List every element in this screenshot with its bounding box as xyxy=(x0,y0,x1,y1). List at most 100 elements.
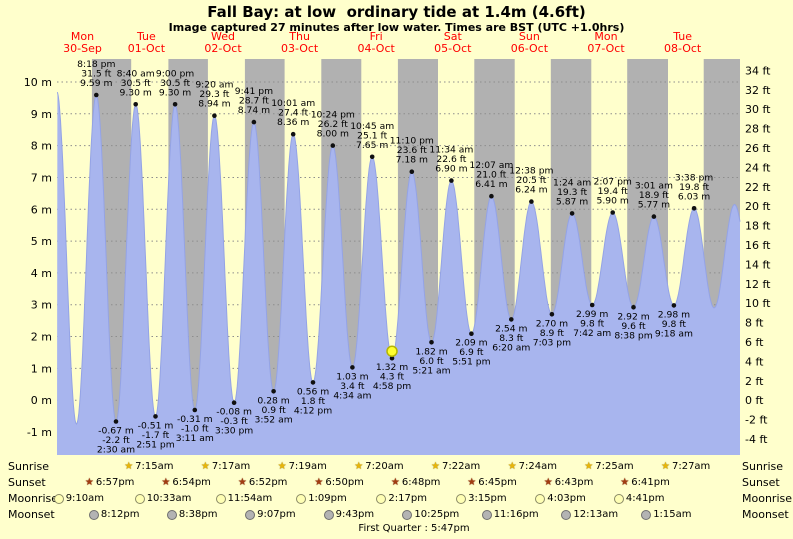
sunrise-time: 7:19am xyxy=(288,461,327,472)
tide-extreme-dot xyxy=(153,414,158,419)
tide-extreme-dot xyxy=(330,143,336,148)
tide-annotation: 3:01 am xyxy=(635,181,673,192)
sunset-star-icon: ★ xyxy=(314,476,324,488)
tide-annotation: 0.9 ft xyxy=(261,405,286,416)
tide-annotation: 2:51 pm xyxy=(136,439,174,450)
tide-extreme-dot xyxy=(429,340,434,345)
moonrise-circle-icon xyxy=(613,493,624,504)
tide-annotation: 19.3 ft xyxy=(557,187,587,198)
sunrise-time: 7:24am xyxy=(518,461,557,472)
sunset-event: ★ 6:54pm xyxy=(161,477,211,488)
tide-extreme-dot xyxy=(509,317,514,322)
y-axis-tick-right: 8 ft xyxy=(745,317,764,330)
moonrise-circle-icon xyxy=(53,493,64,504)
sunrise-time: 7:17am xyxy=(211,461,251,472)
tide-annotation: 27.4 ft xyxy=(278,108,308,119)
tide-annotation: 2.98 m xyxy=(658,309,690,320)
moonrise-event: 1:09pm xyxy=(296,493,347,504)
y-axis-tick-right: 20 ft xyxy=(745,200,771,213)
y-axis-tick-right: 26 ft xyxy=(745,142,771,155)
moonset-time: 8:12pm xyxy=(100,509,140,520)
page-title: Fall Bay: at low ordinary tide at 1.4m (… xyxy=(207,3,586,21)
moonrise-event: 10:33am xyxy=(134,493,191,504)
sunrise-event: ★ 7:15am xyxy=(124,461,173,472)
sunrise-time: 7:25am xyxy=(595,461,634,472)
sunrise-star-icon: ★ xyxy=(124,460,134,472)
tide-annotation: 26.2 ft xyxy=(318,119,348,130)
y-axis-tick-left: 4 m xyxy=(31,267,52,280)
tide-annotation: 6.9 ft xyxy=(459,347,484,358)
sunset-event: ★ 6:52pm xyxy=(238,477,288,488)
moonrise-circle-icon xyxy=(215,493,226,504)
sunset-star-icon: ★ xyxy=(161,476,171,488)
sunrise-time: 7:15am xyxy=(135,461,174,472)
tide-extreme-dot xyxy=(251,119,257,125)
tide-extreme-dot xyxy=(631,305,636,310)
day-label-mon-30-sep: Mon 30-Sep xyxy=(63,30,102,55)
tide-extreme-dot xyxy=(350,365,355,370)
tide-annotation: 9:18 am xyxy=(655,328,693,339)
y-axis-tick-left: 5 m xyxy=(31,235,52,248)
tide-annotation: 8.3 ft xyxy=(499,333,524,344)
tide-annotation: 9.30 m xyxy=(120,87,152,98)
tide-annotation: 10:24 pm xyxy=(311,110,355,121)
tide-annotation: 2:30 am xyxy=(97,445,135,456)
sunrise-event: ★ 7:24am xyxy=(508,461,557,472)
day-label-sat-05-oct: Sat 05-Oct xyxy=(434,30,472,55)
y-axis-tick-right: 0 ft xyxy=(745,394,764,407)
tide-annotation: 7:03 pm xyxy=(533,337,571,348)
tide-extreme-dot xyxy=(469,331,474,337)
day-label-fri-04-oct: Fri 04-Oct xyxy=(357,30,395,55)
sunset-star-icon: ★ xyxy=(390,476,400,488)
tide-annotation: 21.0 ft xyxy=(476,170,506,181)
sunset-event: ★ 6:41pm xyxy=(620,477,670,488)
tide-annotation: 29.3 ft xyxy=(199,89,229,100)
sunset-event: ★ 6:43pm xyxy=(544,477,594,488)
tide-annotation: 8.9 ft xyxy=(540,328,565,339)
moonset-circle-icon xyxy=(245,509,256,520)
tide-annotation: 6.03 m xyxy=(678,191,710,202)
sunset-star-icon: ★ xyxy=(467,476,477,488)
tide-annotation: 25.1 ft xyxy=(357,130,387,141)
tide-extreme-dot xyxy=(489,193,494,199)
moonrise-event: 11:54am xyxy=(215,493,273,504)
day-label-wed-02-oct: Wed 02-Oct xyxy=(204,30,242,55)
tide-annotation: 6:20 am xyxy=(492,342,530,353)
moonset-circle-icon xyxy=(323,509,334,520)
moon-phase-footer: First Quarter : 5:47pm xyxy=(358,523,470,534)
tide-annotation: 1.03 m xyxy=(336,371,368,382)
sunrise-event: ★ 7:25am xyxy=(584,461,633,472)
y-axis-tick-left: 2 m xyxy=(31,331,52,344)
y-axis-tick-right: 4 ft xyxy=(745,355,764,368)
tide-extreme-dot xyxy=(389,355,395,361)
y-axis-tick-right: 2 ft xyxy=(745,375,764,388)
tide-extreme-dot xyxy=(409,169,415,174)
tide-extreme-dot xyxy=(212,113,217,118)
sunrise-time: 7:20am xyxy=(365,461,404,472)
tide-annotation: 3.4 ft xyxy=(340,381,365,392)
tide-annotation: 28.7 ft xyxy=(239,96,269,107)
tide-annotation: 2.99 m xyxy=(576,309,608,320)
moonset-time: 1:15am xyxy=(653,509,692,520)
sunrise-star-icon: ★ xyxy=(431,460,440,472)
moonset-circle-icon xyxy=(481,509,492,520)
tide-annotation: 7.18 m xyxy=(396,155,428,166)
tide-extreme-dot xyxy=(192,407,198,413)
sunset-event: ★ 6:57pm xyxy=(85,477,135,488)
moonrise-time: 11:54am xyxy=(227,493,273,504)
sunset-time: 6:43pm xyxy=(554,477,594,488)
sunrise-event: ★ 7:27am xyxy=(661,461,710,472)
sunrise-star-icon: ★ xyxy=(200,460,210,472)
moonset-time: 10:25pm xyxy=(414,509,460,520)
astro-row-label-left-sunrise: Sunrise xyxy=(8,460,50,473)
sunrise-star-icon: ★ xyxy=(584,460,594,472)
tide-extreme-dot xyxy=(172,102,178,107)
tide-annotation: 5.87 m xyxy=(556,196,588,207)
tide-annotation: 19.8 ft xyxy=(679,182,709,193)
tide-annotation: 3:11 am xyxy=(176,433,214,444)
moonset-event: 1:15am xyxy=(641,509,692,520)
moonset-time: 11:16pm xyxy=(493,509,539,520)
y-axis-tick-left: 6 m xyxy=(31,203,52,216)
astro-row-label-right-moonrise: Moonrise xyxy=(742,492,792,505)
tide-annotation: 5:51 pm xyxy=(452,357,490,368)
